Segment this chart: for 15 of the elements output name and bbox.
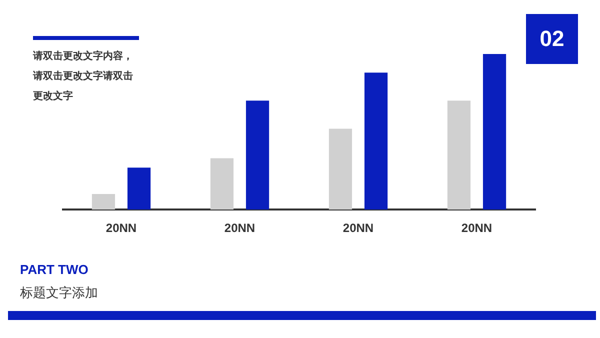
bar bbox=[127, 168, 151, 210]
bar bbox=[364, 72, 388, 210]
bar bbox=[210, 158, 234, 210]
bar bbox=[447, 100, 471, 210]
bar bbox=[482, 54, 506, 210]
x-tick-label: 20NN bbox=[106, 221, 137, 236]
text: 标题文字添加 bbox=[20, 285, 98, 302]
annotation: 请双击更改文字内容，请双击更改文字请双击更改文字 bbox=[33, 49, 134, 104]
bar bbox=[246, 100, 270, 210]
x-tick-label: 20NN bbox=[461, 221, 492, 236]
text: PART TWO bbox=[20, 262, 88, 277]
x-tick-label: 20NN bbox=[342, 221, 374, 236]
bar bbox=[328, 128, 352, 210]
bar bbox=[92, 194, 116, 210]
x-tick-label: 20NN bbox=[224, 221, 256, 236]
